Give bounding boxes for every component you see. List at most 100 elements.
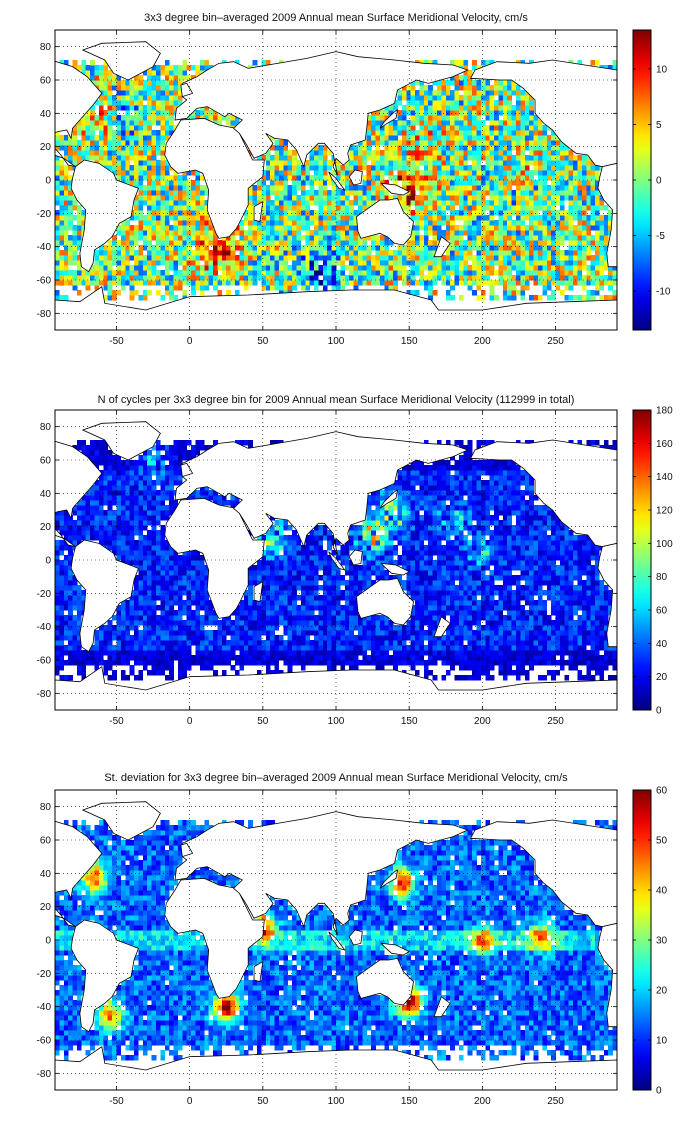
heatmap-cell bbox=[213, 110, 218, 116]
heatmap-cell bbox=[520, 295, 526, 301]
heatmap-cell bbox=[248, 630, 253, 636]
heatmap-cell bbox=[138, 165, 144, 171]
heatmap-cell bbox=[142, 245, 148, 251]
heatmap-cell bbox=[195, 255, 201, 261]
heatmap-cell bbox=[248, 210, 253, 216]
heatmap-cell bbox=[340, 260, 346, 266]
heatmap-cell bbox=[533, 185, 539, 191]
heatmap-cell bbox=[349, 260, 354, 266]
heatmap-cell bbox=[208, 665, 214, 671]
heatmap-cell bbox=[436, 270, 442, 276]
heatmap-cell bbox=[511, 155, 517, 161]
heatmap-cell bbox=[103, 160, 108, 166]
heatmap-cell bbox=[366, 130, 372, 136]
heatmap-cell bbox=[261, 220, 267, 226]
heatmap-cell bbox=[116, 265, 122, 271]
heatmap-cell bbox=[160, 670, 166, 676]
heatmap-cell bbox=[463, 220, 469, 226]
heatmap-cell bbox=[81, 215, 87, 221]
heatmap-cell bbox=[603, 205, 609, 211]
heatmap-cell bbox=[217, 260, 223, 266]
heatmap-cell bbox=[142, 105, 148, 111]
heatmap-cell bbox=[318, 145, 324, 151]
heatmap-cell bbox=[507, 115, 512, 121]
heatmap-cell bbox=[362, 265, 368, 271]
heatmap-cell bbox=[454, 75, 460, 81]
heatmap-cell bbox=[366, 660, 372, 666]
heatmap-cell bbox=[322, 175, 328, 181]
heatmap-cell bbox=[573, 635, 578, 641]
heatmap-cell bbox=[208, 640, 214, 646]
heatmap-cell bbox=[441, 100, 447, 106]
heatmap-cell bbox=[410, 255, 416, 261]
heatmap-cell bbox=[357, 260, 363, 266]
heatmap-cell bbox=[177, 195, 183, 201]
heatmap-cell bbox=[322, 275, 328, 281]
heatmap-cell bbox=[151, 135, 157, 141]
heatmap-cell bbox=[120, 265, 126, 271]
heatmap-cell bbox=[278, 165, 284, 171]
heatmap-cell bbox=[516, 90, 521, 96]
heatmap-cell bbox=[533, 635, 539, 641]
heatmap-cell bbox=[59, 630, 65, 636]
heatmap-cell bbox=[595, 280, 600, 286]
heatmap-cell bbox=[375, 160, 381, 166]
heatmap-cell bbox=[577, 160, 583, 166]
heatmap-cell bbox=[349, 220, 354, 226]
heatmap-cell bbox=[59, 675, 65, 681]
heatmap-cell bbox=[305, 650, 310, 656]
heatmap-cell bbox=[177, 235, 183, 241]
heatmap-cell bbox=[94, 70, 100, 76]
heatmap-cell bbox=[533, 260, 539, 266]
heatmap-cell bbox=[498, 650, 504, 656]
heatmap-cell bbox=[494, 100, 499, 106]
heatmap-cell bbox=[68, 255, 73, 261]
heatmap-cell bbox=[379, 240, 385, 246]
heatmap-cell bbox=[450, 185, 455, 191]
heatmap-cell bbox=[485, 200, 490, 206]
heatmap-cell bbox=[450, 200, 455, 206]
heatmap-cell bbox=[454, 130, 460, 136]
heatmap-cell bbox=[507, 640, 512, 646]
heatmap-cell bbox=[256, 195, 262, 201]
coastline-africa bbox=[164, 117, 265, 239]
heatmap-cell bbox=[151, 635, 157, 641]
heatmap-cell bbox=[265, 670, 271, 676]
heatmap-cell bbox=[191, 640, 196, 646]
heatmap-cell bbox=[415, 165, 420, 171]
heatmap-cell bbox=[573, 650, 578, 656]
heatmap-cell bbox=[76, 670, 82, 676]
heatmap-cell bbox=[458, 120, 464, 126]
heatmap-cell bbox=[524, 120, 530, 126]
heatmap-cell bbox=[450, 175, 455, 181]
heatmap-cell bbox=[292, 260, 297, 266]
heatmap-cell bbox=[278, 275, 284, 281]
heatmap-cell bbox=[160, 235, 166, 241]
heatmap-cell bbox=[559, 230, 565, 236]
heatmap-cell bbox=[595, 220, 600, 226]
heatmap-cell bbox=[524, 225, 530, 231]
heatmap-cell bbox=[340, 285, 346, 291]
heatmap-cell bbox=[322, 260, 328, 266]
heatmap-cell bbox=[107, 265, 113, 271]
heatmap-cell bbox=[476, 215, 482, 221]
heatmap-cell bbox=[480, 90, 486, 96]
heatmap-cell bbox=[107, 100, 113, 106]
heatmap-cell bbox=[511, 205, 517, 211]
heatmap-cell bbox=[533, 645, 539, 651]
heatmap-cell bbox=[379, 190, 385, 196]
heatmap-cell bbox=[595, 265, 600, 271]
heatmap-cell bbox=[226, 640, 231, 646]
heatmap-cell bbox=[507, 145, 512, 151]
heatmap-cell bbox=[362, 180, 368, 186]
heatmap-cell bbox=[467, 135, 473, 141]
heatmap-cell bbox=[415, 220, 420, 226]
heatmap-cell bbox=[305, 175, 310, 181]
heatmap-cell bbox=[507, 645, 512, 651]
heatmap-cell bbox=[371, 245, 376, 251]
heatmap-cell bbox=[134, 105, 139, 111]
heatmap-cell bbox=[445, 90, 451, 96]
heatmap-cell bbox=[195, 260, 201, 266]
heatmap-cell bbox=[371, 630, 376, 636]
heatmap-cell bbox=[511, 200, 517, 206]
